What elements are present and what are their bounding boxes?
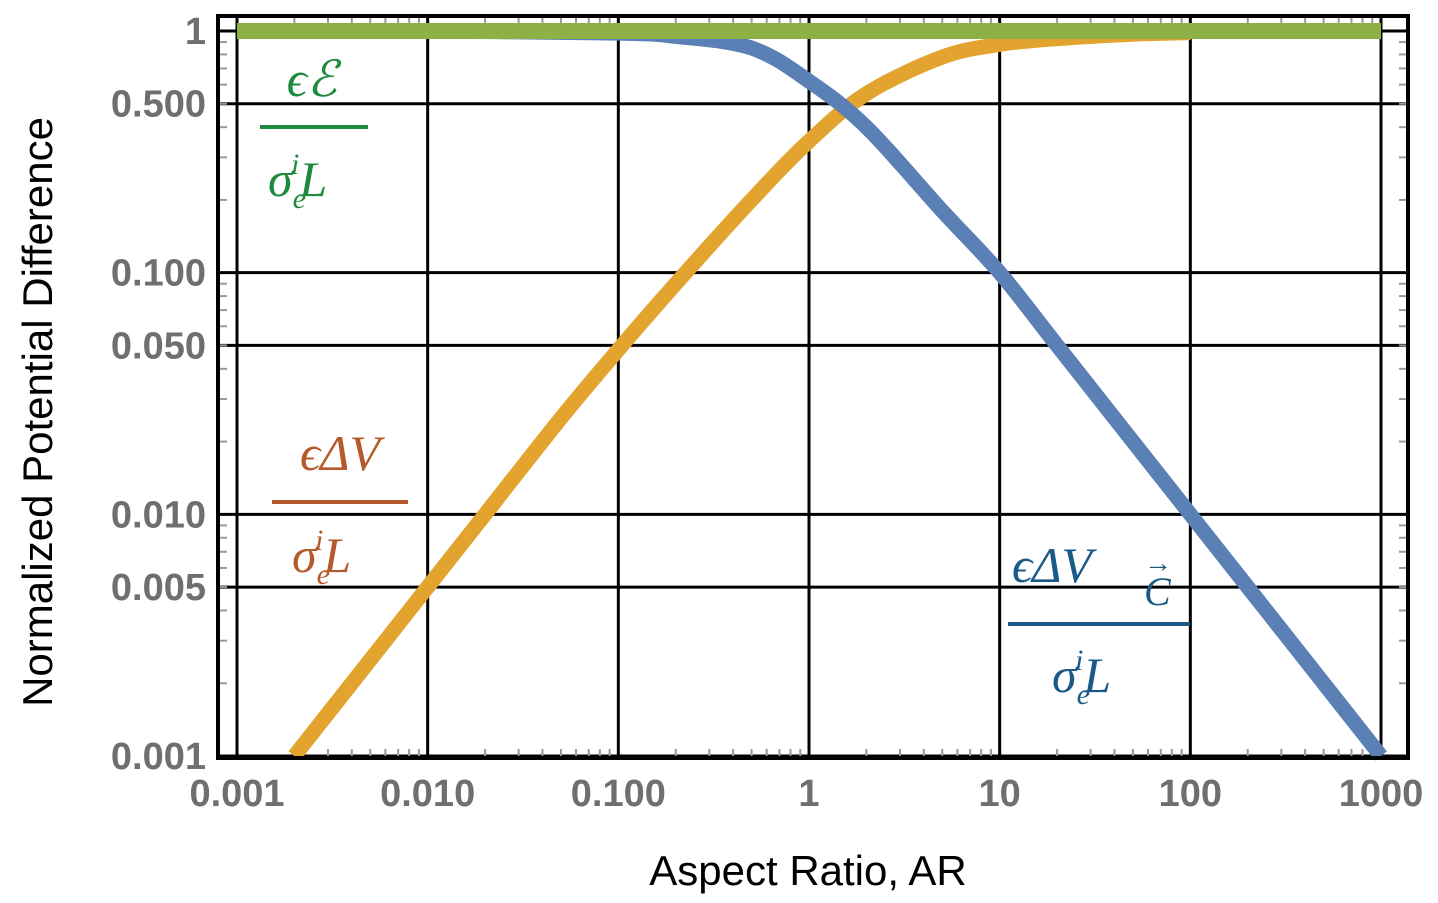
svg-text:ϵΔV: ϵΔV: [300, 425, 385, 481]
svg-text:ϵℰ: ϵℰ: [287, 51, 342, 107]
y-tick-label: 0.005: [111, 567, 206, 609]
series-line-delta-v: [288, 25, 1191, 761]
svg-text:σeiL: σeiL: [1052, 644, 1111, 711]
emf-label: ϵℰ σeiL: [260, 51, 368, 215]
plot-frame: [216, 14, 1410, 760]
delta-v-c-label: ϵΔV → C σeiL: [1008, 537, 1190, 711]
x-tick-label: 100: [1159, 773, 1222, 815]
y-tick-label: 0.500: [111, 84, 206, 126]
y-tick-label: 0.001: [111, 736, 206, 778]
y-tick-label: 0.050: [111, 325, 206, 367]
x-tick-label: 1000: [1339, 773, 1424, 815]
svg-text:σeiL: σeiL: [292, 524, 351, 591]
svg-text:→: →: [1144, 548, 1172, 579]
y-tick-label: 1: [185, 11, 206, 53]
svg-text:C: C: [1144, 569, 1172, 614]
y-axis-title: Normalized Potential Difference: [14, 117, 61, 707]
svg-text:ϵΔV: ϵΔV: [1012, 537, 1097, 593]
x-tick-label: 1: [798, 773, 819, 815]
x-tick-label: 0.100: [571, 773, 666, 815]
y-tick-label: 0.010: [111, 494, 206, 536]
x-tick-label: 0.001: [189, 773, 284, 815]
svg-text:σeiL: σeiL: [268, 148, 327, 215]
series-layer: [236, 22, 1387, 761]
delta-v-label: ϵΔV σeiL: [272, 425, 408, 591]
x-tick-label: 10: [979, 773, 1021, 815]
x-axis-title: Aspect Ratio, AR: [649, 847, 966, 894]
y-tick-labels: 0.001 0.005 0.010 0.050 0.100 0.500 1: [111, 11, 206, 778]
x-tick-labels: 0.001 0.010 0.100 1 10 100 1000: [189, 773, 1423, 815]
x-tick-label: 0.010: [380, 773, 475, 815]
y-tick-label: 0.100: [111, 253, 206, 295]
